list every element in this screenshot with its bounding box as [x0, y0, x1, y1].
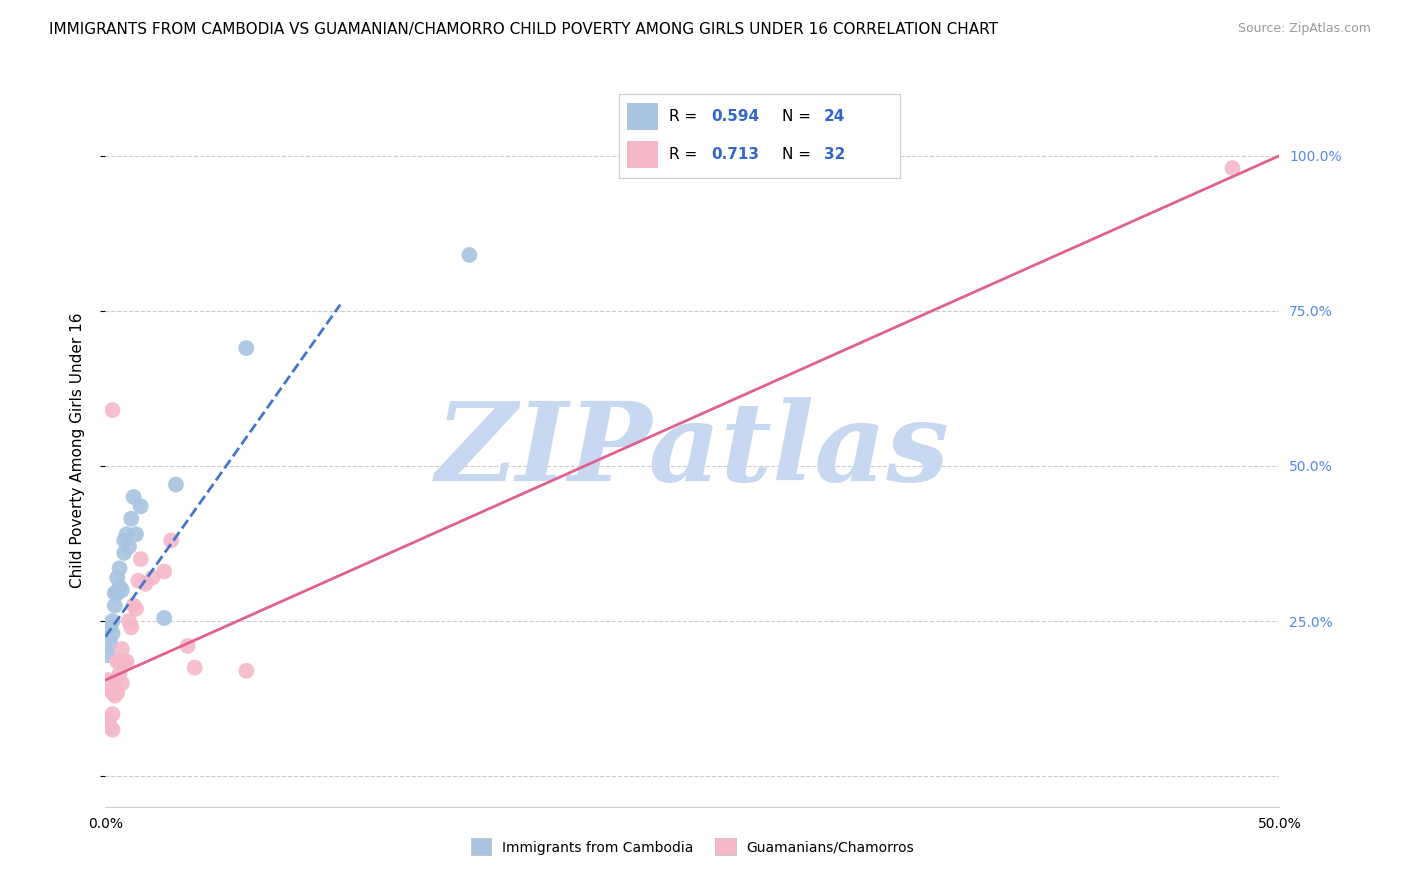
Text: 32: 32	[824, 147, 845, 162]
Point	[101, 707, 124, 722]
Point	[101, 626, 124, 640]
Point	[101, 685, 124, 699]
Point	[118, 540, 141, 554]
Point	[112, 546, 135, 560]
Point	[127, 574, 149, 588]
Text: 0.594: 0.594	[711, 109, 759, 124]
Point	[104, 689, 127, 703]
Point	[111, 676, 134, 690]
Point	[108, 655, 131, 669]
Point	[105, 655, 128, 669]
Text: IMMIGRANTS FROM CAMBODIA VS GUAMANIAN/CHAMORRO CHILD POVERTY AMONG GIRLS UNDER 1: IMMIGRANTS FROM CAMBODIA VS GUAMANIAN/CH…	[49, 22, 998, 37]
Text: ZIPatlas: ZIPatlas	[436, 397, 949, 504]
Point	[1222, 161, 1244, 175]
Point	[101, 723, 124, 737]
Point	[125, 527, 148, 541]
Point	[101, 403, 124, 417]
Point	[108, 580, 131, 594]
Point	[115, 655, 138, 669]
Point	[125, 601, 148, 615]
Point	[112, 533, 135, 548]
Point	[235, 664, 257, 678]
Text: N =: N =	[782, 147, 815, 162]
Point	[97, 714, 120, 728]
Point	[104, 599, 127, 613]
Point	[111, 642, 134, 657]
Point	[122, 599, 145, 613]
Text: R =: R =	[669, 109, 703, 124]
Point	[129, 552, 152, 566]
Point	[160, 533, 183, 548]
Point	[98, 620, 121, 634]
Point	[101, 614, 124, 628]
Point	[176, 639, 198, 653]
Point	[235, 341, 257, 355]
Point	[108, 561, 131, 575]
Point	[98, 682, 121, 697]
Point	[104, 586, 127, 600]
Point	[118, 614, 141, 628]
Text: Source: ZipAtlas.com: Source: ZipAtlas.com	[1237, 22, 1371, 36]
Legend: Immigrants from Cambodia, Guamanians/Chamorros: Immigrants from Cambodia, Guamanians/Cha…	[465, 833, 920, 861]
Point	[134, 577, 156, 591]
Text: 24: 24	[824, 109, 845, 124]
Point	[120, 620, 142, 634]
FancyBboxPatch shape	[627, 141, 658, 169]
Point	[98, 636, 121, 650]
Point	[105, 586, 128, 600]
Point	[141, 571, 163, 585]
FancyBboxPatch shape	[627, 103, 658, 130]
Point	[111, 583, 134, 598]
Point	[129, 500, 152, 514]
Point	[153, 611, 176, 625]
Point	[112, 655, 135, 669]
Text: R =: R =	[669, 147, 703, 162]
Point	[97, 648, 120, 663]
Y-axis label: Child Poverty Among Girls Under 16: Child Poverty Among Girls Under 16	[70, 313, 84, 588]
Point	[153, 565, 176, 579]
Point	[122, 490, 145, 504]
Point	[165, 477, 187, 491]
Text: 0.713: 0.713	[711, 147, 759, 162]
Point	[97, 673, 120, 687]
Point	[183, 660, 205, 674]
Point	[98, 720, 121, 734]
Point	[105, 571, 128, 585]
Point	[458, 248, 481, 262]
Text: N =: N =	[782, 109, 815, 124]
Point	[108, 666, 131, 681]
Point	[105, 685, 128, 699]
Point	[120, 512, 142, 526]
Point	[115, 527, 138, 541]
Point	[104, 673, 127, 687]
